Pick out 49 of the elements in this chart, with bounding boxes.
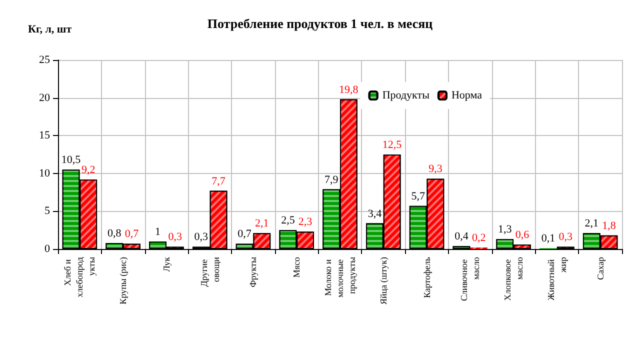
data-label: 1,8 bbox=[602, 220, 616, 232]
data-label: 7,7 bbox=[212, 175, 226, 188]
data-label: 1 bbox=[155, 226, 161, 238]
data-label: 3,4 bbox=[368, 208, 382, 220]
x-tick-label: Яйца (штук) bbox=[378, 257, 388, 304]
data-label: 2,1 bbox=[255, 218, 269, 230]
data-label: 0,7 bbox=[238, 228, 252, 240]
data-label: 0,1 bbox=[541, 232, 556, 245]
data-label: 2,1 bbox=[584, 218, 599, 230]
y-tick-label: 10 bbox=[39, 167, 50, 180]
data-label: 0,2 bbox=[472, 232, 486, 244]
x-tick-label: Животный жир bbox=[546, 256, 568, 300]
data-label: 2,3 bbox=[298, 216, 313, 228]
data-label: 9,2 bbox=[81, 164, 96, 176]
data-label: 0,3 bbox=[194, 231, 209, 244]
data-label: 12,5 bbox=[382, 139, 402, 151]
x-tick-label: Фрукты bbox=[248, 257, 258, 288]
x-tick-label: Лук bbox=[161, 256, 172, 272]
chart-title: Потребление продуктов 1 чел. в месяц bbox=[207, 16, 434, 31]
y-axis-title: Кг, л, шт bbox=[28, 24, 72, 36]
legend-label: Норма bbox=[451, 90, 482, 102]
data-label: 0,3 bbox=[168, 231, 183, 244]
x-tick-label: Другие овощи bbox=[198, 256, 221, 287]
data-label: 7,9 bbox=[324, 174, 339, 186]
data-label: 9,3 bbox=[428, 163, 443, 176]
x-tick-label: Хлопковое масло bbox=[502, 256, 525, 301]
y-tick-label: 15 bbox=[39, 130, 50, 142]
data-label: 2,5 bbox=[281, 214, 296, 227]
data-label: 0,3 bbox=[558, 231, 573, 244]
data-label: 0,7 bbox=[124, 228, 140, 240]
y-tick-label: 0 bbox=[44, 243, 50, 255]
data-label: 5,7 bbox=[411, 190, 426, 202]
data-label: 10,5 bbox=[61, 154, 82, 166]
data-label: 0,4 bbox=[454, 230, 469, 242]
x-tick-label: Картофель bbox=[422, 257, 432, 298]
x-tick-label: Хлеб и хлебопродукты bbox=[62, 256, 97, 298]
y-tick-label: 20 bbox=[39, 92, 50, 104]
y-tick-label: 25 bbox=[39, 54, 50, 66]
legend-label: Продукты bbox=[382, 90, 430, 102]
data-label: 19,8 bbox=[339, 84, 359, 96]
x-tick-label: Молоко и молочные продукты bbox=[323, 257, 357, 298]
data-label: 0,6 bbox=[515, 228, 530, 241]
data-label: 0,8 bbox=[108, 227, 122, 240]
x-tick-label: Мясо bbox=[292, 256, 302, 278]
data-label: 1,3 bbox=[498, 224, 512, 236]
x-tick-label: Сливочное масло bbox=[459, 256, 482, 301]
x-tick-label: Сахар bbox=[595, 256, 606, 280]
x-tick-label: Крупы (рис) bbox=[118, 257, 128, 304]
y-tick-label: 5 bbox=[44, 205, 50, 218]
